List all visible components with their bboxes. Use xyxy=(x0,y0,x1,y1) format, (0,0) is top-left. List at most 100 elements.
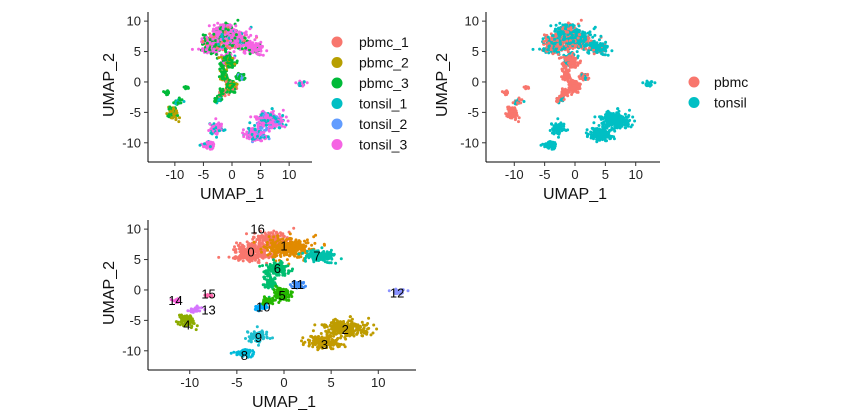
cell-point xyxy=(506,107,510,111)
cell-point xyxy=(240,47,244,51)
cell-point xyxy=(245,133,249,137)
cell-point xyxy=(305,249,309,253)
cell-point xyxy=(627,114,631,117)
cell-point xyxy=(299,245,303,249)
cell-point xyxy=(212,47,216,51)
cell-point xyxy=(511,112,515,116)
cell-point xyxy=(241,243,244,247)
cell-point xyxy=(280,247,284,251)
cell-point xyxy=(578,33,582,37)
cell-point xyxy=(265,49,269,53)
cell-point xyxy=(558,35,562,38)
cell-point xyxy=(598,49,602,53)
cell-point xyxy=(587,50,590,54)
cell-point xyxy=(520,98,524,102)
cell-point xyxy=(548,129,552,132)
cell-point xyxy=(571,47,575,50)
cell-point xyxy=(263,231,267,235)
cell-point xyxy=(550,131,554,135)
cell-point xyxy=(197,47,201,51)
cell-point xyxy=(546,48,550,52)
legend: pbmc tonsil xyxy=(688,74,748,111)
cell-point xyxy=(201,33,205,37)
cell-point xyxy=(547,44,551,48)
cell-point xyxy=(515,114,519,117)
cell-point xyxy=(556,52,560,56)
cell-point xyxy=(275,231,278,235)
cell-point xyxy=(230,58,234,62)
cell-point xyxy=(266,119,270,123)
cell-point xyxy=(255,251,259,255)
cell-point xyxy=(214,123,218,127)
cell-point xyxy=(233,36,237,40)
cell-point xyxy=(551,34,555,38)
y-tick-label: 0 xyxy=(472,74,479,89)
cell-point xyxy=(267,235,271,239)
cell-point xyxy=(577,24,581,28)
cell-point xyxy=(557,135,560,139)
cell-point xyxy=(281,114,285,117)
x-tick-label: -5 xyxy=(539,167,551,182)
cell-point xyxy=(212,23,216,27)
cell-point xyxy=(178,98,182,102)
cell-point xyxy=(217,255,221,259)
cell-point xyxy=(563,64,567,68)
cell-point xyxy=(261,109,265,113)
cell-point xyxy=(566,21,570,25)
cell-point xyxy=(259,247,263,251)
cell-point xyxy=(201,40,205,43)
cell-point xyxy=(260,250,263,254)
cell-point xyxy=(594,128,597,132)
cell-point xyxy=(198,143,202,147)
cell-point xyxy=(568,46,572,50)
cell-point xyxy=(262,124,265,128)
cell-point xyxy=(222,39,226,43)
cell-point xyxy=(566,30,570,34)
cell-point xyxy=(562,55,566,59)
cell-point xyxy=(561,67,564,71)
cell-point xyxy=(217,56,221,60)
cell-point xyxy=(546,35,550,39)
cell-point xyxy=(593,115,597,119)
y-tick-label: -5 xyxy=(467,105,479,120)
cell-point xyxy=(256,122,260,126)
cell-point xyxy=(303,258,307,262)
cell-point xyxy=(265,243,269,247)
cell-point xyxy=(224,37,228,41)
cell-point xyxy=(554,47,558,51)
cell-point xyxy=(325,256,329,260)
cell-point xyxy=(606,109,610,113)
legend-key xyxy=(331,57,343,68)
cell-point xyxy=(253,45,256,49)
cell-point xyxy=(221,27,225,31)
cell-point xyxy=(330,256,333,260)
cell-point xyxy=(238,253,242,257)
cell-point xyxy=(507,110,511,114)
cell-point xyxy=(208,38,212,42)
cell-point xyxy=(250,257,254,261)
cell-point xyxy=(214,43,218,47)
cell-point xyxy=(511,107,515,111)
cell-point xyxy=(569,28,573,32)
cell-point xyxy=(604,40,608,44)
cell-point xyxy=(221,64,225,68)
cell-point xyxy=(242,252,246,256)
cell-point xyxy=(606,121,610,125)
cell-point xyxy=(589,33,592,37)
cell-point xyxy=(241,128,245,132)
cell-point xyxy=(568,23,572,27)
cell-point xyxy=(549,48,553,52)
cell-point xyxy=(261,53,265,57)
cell-point xyxy=(266,248,270,252)
cell-point xyxy=(564,89,567,93)
cell-point xyxy=(249,250,253,254)
cell-point xyxy=(200,37,204,41)
legend-label: pbmc_2 xyxy=(359,55,409,71)
cell-point xyxy=(280,261,284,265)
cell-point xyxy=(253,124,257,127)
cell-point xyxy=(552,125,556,129)
cell-point xyxy=(171,109,175,113)
cell-point xyxy=(614,113,618,117)
